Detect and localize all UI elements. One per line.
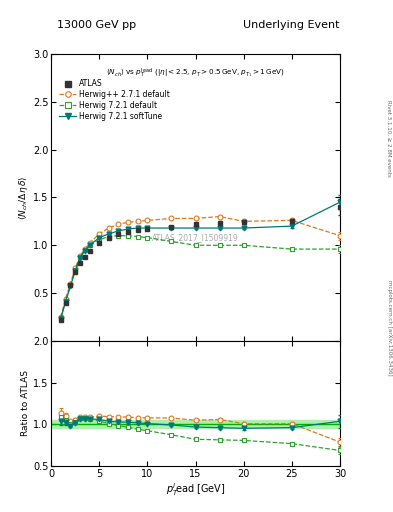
X-axis label: $p_T^l\!$ead [GeV]: $p_T^l\!$ead [GeV]: [166, 481, 225, 498]
Text: $\langle N_{ch}\rangle$ vs $p_T^{\rm lead}$ ($|\eta|<2.5$, $p_T>0.5\,$GeV, $p_{T: $\langle N_{ch}\rangle$ vs $p_T^{\rm lea…: [106, 67, 285, 80]
Text: 13000 GeV pp: 13000 GeV pp: [57, 20, 136, 31]
Text: Rivet 3.1.10, ≥ 2.8M events: Rivet 3.1.10, ≥ 2.8M events: [387, 100, 391, 177]
Text: mcplots.cern.ch [arXiv:1306.3436]: mcplots.cern.ch [arXiv:1306.3436]: [387, 280, 391, 375]
Y-axis label: Ratio to ATLAS: Ratio to ATLAS: [21, 371, 30, 436]
Text: ATLAS_2017_I1509919: ATLAS_2017_I1509919: [152, 233, 239, 242]
Text: Underlying Event: Underlying Event: [243, 20, 340, 31]
Legend: ATLAS, Herwig++ 2.7.1 default, Herwig 7.2.1 default, Herwig 7.2.1 softTune: ATLAS, Herwig++ 2.7.1 default, Herwig 7.…: [58, 78, 172, 122]
Y-axis label: $\langle N_{ch}/ \Delta\eta\,\delta\rangle$: $\langle N_{ch}/ \Delta\eta\,\delta\rang…: [17, 175, 30, 220]
Bar: [51, 420, 340, 429]
